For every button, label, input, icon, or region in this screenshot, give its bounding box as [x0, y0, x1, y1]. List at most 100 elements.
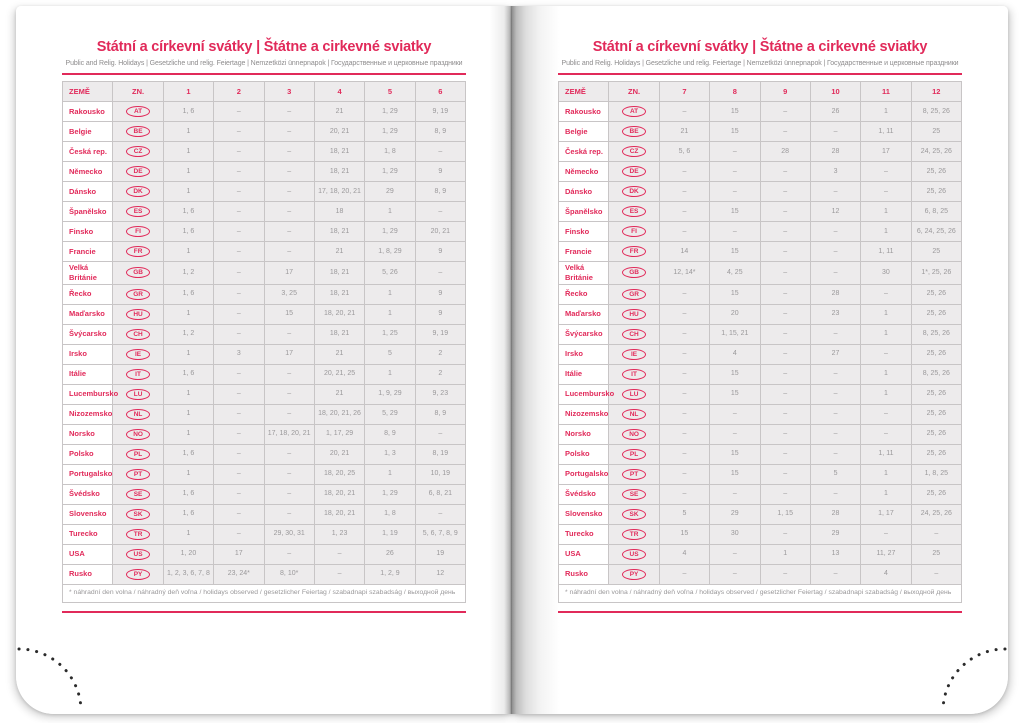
country-name-cell: Česká rep.: [557, 141, 610, 162]
country-name-cell: Řecko: [557, 283, 610, 305]
country-code-badge: IE: [622, 348, 647, 360]
country-code-badge: NO: [126, 428, 151, 440]
holiday-days-cell: –: [809, 241, 862, 262]
holiday-days-cell: 1, 29: [364, 161, 416, 182]
holiday-days-cell: 8, 9: [414, 121, 467, 142]
holiday-days-cell: 9: [414, 241, 467, 262]
holiday-days-cell: 20: [709, 303, 761, 325]
holiday-days-cell: 1: [364, 463, 416, 485]
country-code-cell: HU: [608, 303, 660, 325]
country-code-badge: CZ: [126, 146, 151, 157]
country-name-cell: Lucembursko: [61, 383, 118, 405]
holiday-days-cell: –: [759, 523, 811, 545]
country-code-cell: PL: [112, 443, 164, 465]
holiday-days-cell: –: [658, 181, 711, 202]
country-name-cell: Švédsko: [61, 483, 114, 505]
holiday-days-cell: –: [213, 161, 265, 182]
holiday-days-cell: –: [213, 503, 265, 525]
holiday-days-cell: –: [213, 423, 265, 445]
country-code-cell: TR: [608, 523, 660, 545]
country-code-cell: PY: [112, 563, 164, 585]
holiday-days-cell: 30: [709, 523, 761, 545]
footnote-text: * náhradní den volna / náhradný deň voľn…: [62, 583, 466, 603]
table-row: Řecko GR –15–28–25, 26: [557, 283, 963, 305]
country-name-cell: Španělsko: [61, 201, 114, 222]
holiday-days-cell: –: [860, 283, 912, 305]
holiday-days-cell: 1, 11: [860, 121, 912, 142]
country-name-cell: Nizozemsko: [61, 403, 114, 425]
holiday-days-cell: –: [809, 483, 862, 505]
holiday-days-cell: –: [759, 423, 811, 445]
holiday-days-cell: –: [213, 121, 265, 142]
holiday-days-cell: 4: [658, 543, 711, 565]
table-row: USA US 4–1 13 11, 27 25: [557, 543, 963, 565]
holiday-days-cell: 1: [759, 543, 811, 565]
holiday-days-cell: –: [759, 221, 811, 242]
holiday-days-cell: 1: [162, 141, 215, 162]
holiday-days-cell: –: [809, 383, 862, 405]
table-row: Irsko IE 1 3 17 21 5 2: [61, 343, 467, 365]
holiday-days-cell: 1: [162, 181, 215, 202]
holiday-days-cell: –: [658, 423, 711, 445]
holiday-days-cell: 17: [263, 261, 315, 285]
footnote-text: * náhradní den volna / náhradný deň voľn…: [558, 583, 962, 603]
country-code-cell: IT: [112, 363, 164, 385]
holiday-days-cell: 1, 20: [162, 543, 215, 565]
holiday-days-cell: 26: [809, 101, 862, 122]
holiday-days-cell: 20, 21: [313, 443, 366, 465]
country-code-cell: NO: [608, 423, 660, 445]
holiday-days-cell: 12: [809, 201, 862, 222]
holiday-days-cell: 1, 6: [162, 201, 215, 222]
country-code-badge: NO: [622, 428, 647, 440]
holiday-days-cell: –: [759, 343, 811, 365]
holiday-days-cell: 1: [860, 383, 912, 405]
country-code-cell: IE: [608, 343, 660, 365]
page-right: Státní a církevní svátky | Štátne a cirk…: [512, 6, 1008, 714]
holiday-days-cell: –: [809, 261, 862, 285]
country-code-cell: CH: [608, 323, 660, 345]
table-row: Francie FR 1– –21 1, 8, 29 9: [61, 241, 467, 262]
country-name-cell: Francie: [557, 241, 610, 262]
country-code-cell: GB: [608, 261, 660, 285]
holiday-days-cell: 25, 26: [910, 403, 963, 425]
holiday-days-cell: 15: [658, 523, 711, 545]
holiday-days-cell: 5, 6, 7, 8, 9: [414, 523, 467, 545]
country-code-cell: GB: [112, 261, 164, 285]
country-name-cell: Norsko: [557, 423, 610, 445]
country-code-badge: CH: [126, 328, 151, 340]
country-code-badge: SK: [126, 508, 151, 520]
holiday-days-cell: 1: [162, 343, 215, 365]
holiday-days-cell: 1, 15: [759, 503, 811, 525]
holiday-days-cell: 25: [910, 543, 963, 565]
country-code-badge: HU: [126, 308, 151, 320]
holiday-days-cell: –: [709, 483, 761, 505]
table-row: Finsko FI – – – –1 6, 24, 25, 26: [557, 221, 963, 242]
country-code-badge: DK: [126, 186, 151, 197]
holiday-days-cell: 1: [860, 221, 912, 242]
country-code-badge: GR: [126, 288, 151, 300]
holiday-days-cell: 18, 21: [313, 283, 366, 305]
country-code-badge: GR: [622, 288, 647, 300]
holiday-days-cell: –: [658, 303, 711, 325]
month-column-header: 7: [658, 81, 711, 102]
holiday-days-cell: 8, 25, 26: [910, 323, 963, 345]
table-row: Turecko TR 15 30–29– –: [557, 523, 963, 545]
holiday-days-cell: 29, 30, 31: [263, 523, 315, 545]
holiday-days-cell: 1, 11: [860, 241, 912, 262]
holiday-days-cell: 18, 20, 21: [313, 303, 366, 325]
open-notebook: Státní a církevní svátky | Štátne a cirk…: [16, 6, 1008, 714]
holiday-days-cell: –: [213, 181, 265, 202]
month-column-header: 4: [313, 81, 366, 102]
holiday-days-cell: 21: [313, 383, 366, 405]
holiday-days-cell: 25: [910, 241, 963, 262]
page-title: Státní a církevní svátky | Štátne a cirk…: [592, 39, 928, 55]
holiday-days-cell: 18, 21: [313, 323, 366, 345]
holiday-days-cell: 21: [313, 343, 366, 365]
month-column-header: 8: [709, 81, 761, 102]
holiday-days-cell: –: [213, 141, 265, 162]
country-name-cell: Česká rep.: [61, 141, 114, 162]
holiday-days-cell: 26: [364, 543, 416, 565]
country-code-badge: PL: [126, 448, 151, 460]
holiday-days-cell: 18: [313, 201, 366, 222]
holiday-days-cell: –: [759, 363, 811, 385]
